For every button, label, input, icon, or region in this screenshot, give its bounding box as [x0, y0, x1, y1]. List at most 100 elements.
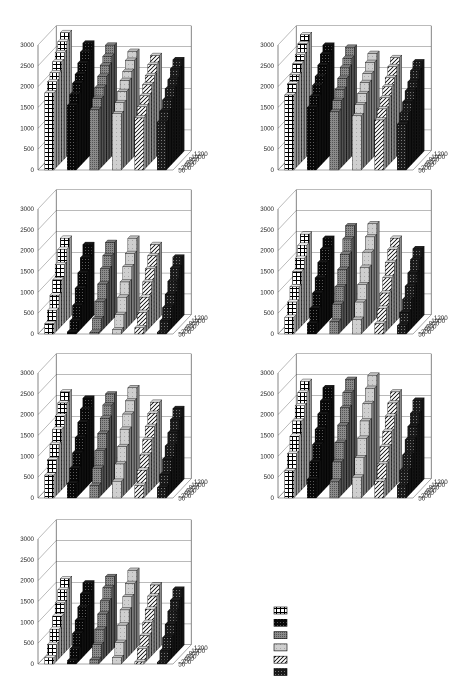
- bar-side: [296, 299, 299, 332]
- bar-front: [89, 332, 99, 335]
- bar-front: [67, 331, 77, 335]
- bar-side: [408, 467, 412, 496]
- z-tick-label: 1500: [20, 105, 34, 112]
- bar: [306, 476, 319, 499]
- z-tick-label: 2000: [260, 412, 274, 419]
- z-tick-label: 500: [24, 146, 35, 153]
- bar-side: [101, 95, 104, 168]
- bar-side: [326, 259, 330, 324]
- bar: [111, 110, 124, 171]
- row-tick-label: 200: [181, 659, 192, 666]
- bar-front: [329, 111, 339, 171]
- bar-front: [134, 117, 144, 171]
- row-tick-label: 600: [186, 487, 197, 494]
- bar-side: [343, 283, 347, 329]
- bar-side: [419, 410, 422, 485]
- bar-side: [416, 79, 420, 160]
- bar-side: [179, 416, 182, 485]
- chart-panel-1: 0500100015002000250030005020040060080010…: [20, 25, 208, 175]
- bar-front: [134, 485, 144, 499]
- bar-side: [303, 51, 307, 160]
- bar-front: [89, 109, 99, 171]
- bar-side: [78, 465, 82, 496]
- bar-side: [323, 426, 327, 491]
- row-tick-label: 600: [426, 487, 437, 494]
- bar-side: [321, 82, 324, 165]
- bar-side: [346, 422, 350, 491]
- legend-swatch: [273, 643, 288, 652]
- bar-side: [86, 270, 90, 324]
- bar-side: [361, 112, 364, 171]
- bar-side: [61, 426, 65, 491]
- bar-front: [157, 662, 167, 665]
- row-tick-label: 800: [189, 485, 200, 492]
- bar-side: [66, 400, 70, 485]
- bar-side: [376, 220, 380, 318]
- row-tick-label: 50: [418, 496, 425, 503]
- bar-side: [58, 441, 62, 493]
- bar-side: [103, 84, 107, 165]
- bar-side: [56, 78, 59, 168]
- bar-front: [374, 323, 384, 335]
- bar-side: [58, 69, 62, 165]
- bar-front: [44, 92, 54, 171]
- bar: [111, 478, 124, 499]
- bar-side: [153, 265, 157, 324]
- bar: [331, 459, 345, 496]
- bar-front: [92, 318, 102, 332]
- bar-side: [126, 88, 129, 165]
- bar: [156, 659, 169, 665]
- bar-side: [363, 454, 367, 496]
- z-tick-label: 2500: [260, 227, 274, 234]
- bar-side: [151, 81, 155, 163]
- bar-side: [368, 418, 372, 491]
- bar-side: [413, 88, 417, 163]
- row-tick-label: 50: [418, 168, 425, 175]
- bar-side: [108, 598, 112, 654]
- bar-side: [316, 104, 319, 171]
- row-tick-label: 400: [424, 162, 435, 169]
- bar: [134, 324, 147, 335]
- bar-side: [351, 389, 355, 485]
- bar: [284, 92, 297, 171]
- bar-side: [386, 305, 389, 332]
- row-tick-label: 800: [189, 321, 200, 328]
- row-tick-label: 400: [184, 326, 195, 333]
- bar-side: [106, 281, 110, 327]
- bar-side: [419, 67, 422, 157]
- z-tick-label: 1500: [20, 269, 34, 276]
- row-tick-label: 50: [178, 168, 185, 175]
- bar: [111, 654, 124, 665]
- bar: [72, 302, 85, 329]
- bar: [46, 307, 60, 332]
- bar-front: [134, 327, 144, 335]
- z-tick-label: 2500: [260, 63, 274, 70]
- bar-side: [159, 399, 162, 482]
- gridline: [37, 353, 192, 374]
- bar: [396, 121, 409, 171]
- gridline: [277, 353, 432, 374]
- row-tick-label: 50: [178, 332, 185, 339]
- bar-side: [151, 619, 155, 657]
- bar: [44, 90, 57, 171]
- z-tick-label: 500: [264, 146, 275, 153]
- row-tick-label: 800: [189, 651, 200, 658]
- bar-side: [173, 291, 177, 327]
- bar-front: [67, 483, 77, 499]
- row-tick-label: 1200: [194, 645, 208, 652]
- z-tick-label: 2000: [20, 84, 34, 91]
- panels: 0500100015002000250030005020040060080010…: [20, 25, 448, 669]
- bar-side: [171, 304, 174, 329]
- z-tick-label: 1000: [20, 125, 34, 132]
- bar-front: [157, 332, 167, 335]
- bar-side: [89, 254, 92, 321]
- bar-side: [391, 428, 395, 491]
- bar-front: [44, 323, 54, 335]
- bar: [89, 656, 102, 665]
- bar-side: [179, 597, 182, 651]
- row-tick-label: 200: [421, 165, 432, 172]
- bar-front: [157, 487, 167, 499]
- z-tick-label: 500: [264, 474, 275, 481]
- bar-side: [386, 106, 389, 168]
